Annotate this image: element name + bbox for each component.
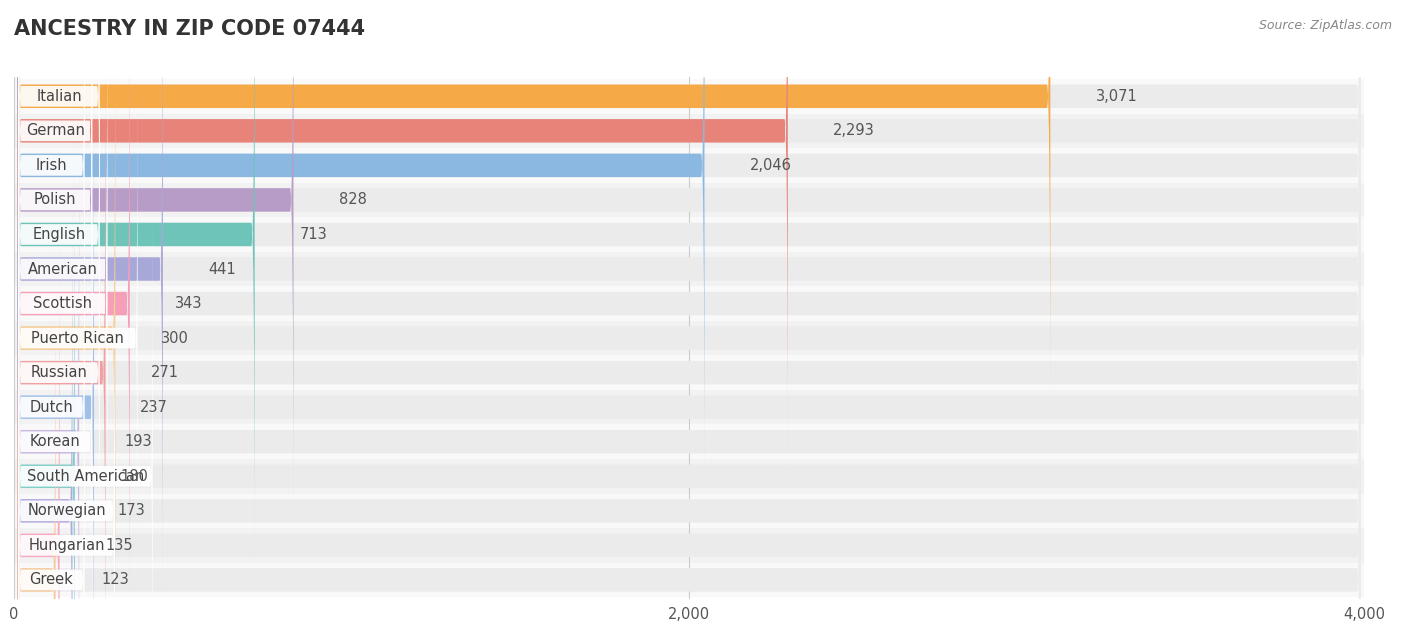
Text: 123: 123 xyxy=(101,573,129,587)
FancyBboxPatch shape xyxy=(18,210,153,644)
FancyBboxPatch shape xyxy=(17,0,1361,464)
FancyBboxPatch shape xyxy=(14,183,1364,217)
FancyBboxPatch shape xyxy=(17,212,59,644)
FancyBboxPatch shape xyxy=(14,493,1364,528)
Text: 271: 271 xyxy=(150,365,179,380)
FancyBboxPatch shape xyxy=(18,3,107,535)
FancyBboxPatch shape xyxy=(17,73,94,644)
Text: Italian: Italian xyxy=(37,89,82,104)
Text: Source: ZipAtlas.com: Source: ZipAtlas.com xyxy=(1258,19,1392,32)
FancyBboxPatch shape xyxy=(18,0,100,363)
FancyBboxPatch shape xyxy=(17,0,1361,534)
Text: 2,046: 2,046 xyxy=(749,158,792,173)
FancyBboxPatch shape xyxy=(17,0,1361,568)
FancyBboxPatch shape xyxy=(17,0,704,499)
FancyBboxPatch shape xyxy=(18,0,93,466)
FancyBboxPatch shape xyxy=(17,0,1050,430)
FancyBboxPatch shape xyxy=(14,390,1364,424)
FancyBboxPatch shape xyxy=(17,108,1361,644)
Text: 828: 828 xyxy=(339,193,367,207)
FancyBboxPatch shape xyxy=(17,246,1361,644)
FancyBboxPatch shape xyxy=(17,177,73,644)
FancyBboxPatch shape xyxy=(14,252,1364,287)
Text: 300: 300 xyxy=(160,330,188,346)
FancyBboxPatch shape xyxy=(17,177,1361,644)
Text: Norwegian: Norwegian xyxy=(27,504,105,518)
Text: Russian: Russian xyxy=(31,365,87,380)
Text: 180: 180 xyxy=(120,469,148,484)
Text: Scottish: Scottish xyxy=(34,296,93,311)
Text: Polish: Polish xyxy=(34,193,76,207)
FancyBboxPatch shape xyxy=(17,0,129,638)
FancyBboxPatch shape xyxy=(14,113,1364,148)
Text: 135: 135 xyxy=(105,538,132,553)
FancyBboxPatch shape xyxy=(14,459,1364,493)
FancyBboxPatch shape xyxy=(18,72,138,604)
FancyBboxPatch shape xyxy=(17,5,1361,644)
FancyBboxPatch shape xyxy=(14,217,1364,252)
FancyBboxPatch shape xyxy=(18,245,115,644)
FancyBboxPatch shape xyxy=(14,287,1364,321)
FancyBboxPatch shape xyxy=(14,355,1364,390)
FancyBboxPatch shape xyxy=(14,321,1364,355)
FancyBboxPatch shape xyxy=(17,212,1361,644)
Text: Dutch: Dutch xyxy=(30,400,73,415)
FancyBboxPatch shape xyxy=(17,0,1361,603)
FancyBboxPatch shape xyxy=(18,107,100,639)
Text: American: American xyxy=(28,261,97,276)
FancyBboxPatch shape xyxy=(17,39,1361,644)
Text: South American: South American xyxy=(27,469,143,484)
Text: 237: 237 xyxy=(139,400,167,415)
FancyBboxPatch shape xyxy=(17,246,56,644)
Text: 2,293: 2,293 xyxy=(834,123,875,138)
Text: Greek: Greek xyxy=(30,573,73,587)
FancyBboxPatch shape xyxy=(17,0,1361,638)
FancyBboxPatch shape xyxy=(17,0,1361,499)
FancyBboxPatch shape xyxy=(17,108,79,644)
FancyBboxPatch shape xyxy=(17,0,294,534)
Text: 3,071: 3,071 xyxy=(1095,89,1137,104)
Text: 193: 193 xyxy=(125,434,152,450)
FancyBboxPatch shape xyxy=(14,528,1364,563)
Text: 441: 441 xyxy=(208,261,236,276)
FancyBboxPatch shape xyxy=(14,563,1364,597)
FancyBboxPatch shape xyxy=(18,0,100,500)
FancyBboxPatch shape xyxy=(18,141,84,644)
FancyBboxPatch shape xyxy=(14,148,1364,183)
Text: Korean: Korean xyxy=(30,434,80,450)
FancyBboxPatch shape xyxy=(17,0,1361,430)
FancyBboxPatch shape xyxy=(14,79,1364,113)
Text: English: English xyxy=(32,227,86,242)
FancyBboxPatch shape xyxy=(18,314,84,644)
FancyBboxPatch shape xyxy=(18,176,93,644)
Text: Hungarian: Hungarian xyxy=(28,538,105,553)
FancyBboxPatch shape xyxy=(17,142,1361,644)
FancyBboxPatch shape xyxy=(17,73,1361,644)
Text: 343: 343 xyxy=(176,296,202,311)
Text: ANCESTRY IN ZIP CODE 07444: ANCESTRY IN ZIP CODE 07444 xyxy=(14,19,366,39)
Text: 713: 713 xyxy=(299,227,328,242)
FancyBboxPatch shape xyxy=(18,0,93,397)
FancyBboxPatch shape xyxy=(17,0,163,603)
FancyBboxPatch shape xyxy=(18,37,107,569)
FancyBboxPatch shape xyxy=(17,39,105,644)
Text: German: German xyxy=(25,123,84,138)
FancyBboxPatch shape xyxy=(14,424,1364,459)
FancyBboxPatch shape xyxy=(17,142,75,644)
Text: Irish: Irish xyxy=(35,158,67,173)
FancyBboxPatch shape xyxy=(18,0,84,431)
FancyBboxPatch shape xyxy=(17,0,787,464)
FancyBboxPatch shape xyxy=(17,0,254,568)
FancyBboxPatch shape xyxy=(18,279,115,644)
Text: Puerto Rican: Puerto Rican xyxy=(31,330,124,346)
Text: 173: 173 xyxy=(118,504,146,518)
FancyBboxPatch shape xyxy=(17,5,115,644)
